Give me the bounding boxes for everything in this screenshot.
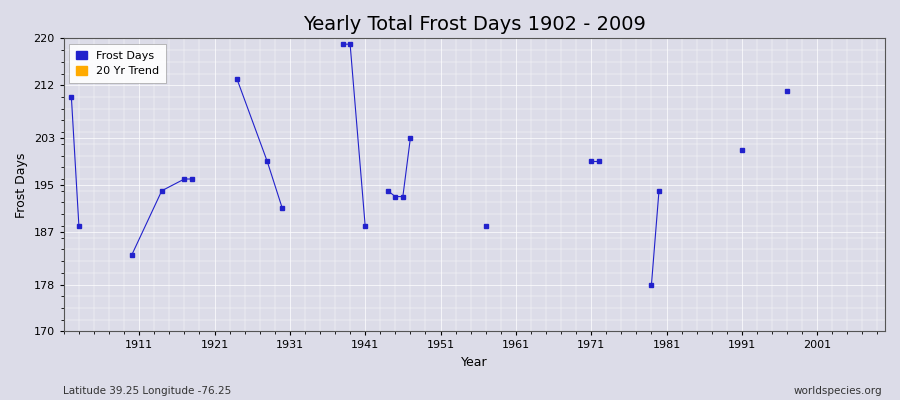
Text: Latitude 39.25 Longitude -76.25: Latitude 39.25 Longitude -76.25 [63, 386, 231, 396]
X-axis label: Year: Year [461, 356, 488, 369]
Title: Yearly Total Frost Days 1902 - 2009: Yearly Total Frost Days 1902 - 2009 [303, 15, 646, 34]
Text: worldspecies.org: worldspecies.org [794, 386, 882, 396]
Legend: Frost Days, 20 Yr Trend: Frost Days, 20 Yr Trend [69, 44, 166, 83]
Y-axis label: Frost Days: Frost Days [15, 152, 28, 218]
